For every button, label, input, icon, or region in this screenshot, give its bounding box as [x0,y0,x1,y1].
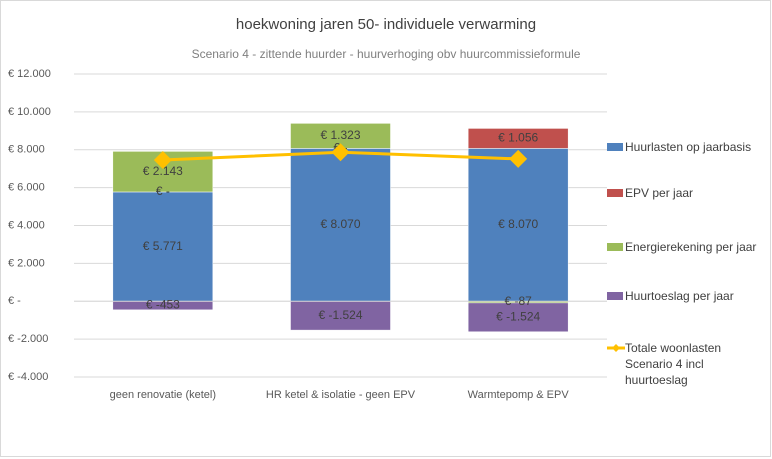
y-tick-label: € 10.000 [8,106,51,118]
y-tick-label: € -4.000 [8,371,48,383]
data-label: € -1.524 [496,309,540,323]
data-label: € -1.524 [318,308,362,322]
chart-subtitle: Scenario 4 - zittende huurder - huurverh… [192,47,581,61]
line-marker [509,149,528,168]
x-tick-label: geen renovatie (ketel) [110,389,216,401]
bar-segment [112,191,214,302]
legend-swatch [607,243,623,251]
data-label: € 8.070 [320,217,360,231]
bar-segment [467,302,569,333]
y-tick-label: € 6.000 [8,182,45,194]
legend-label: EPV per jaar [625,186,694,200]
legend-label: Totale woonlasten Scenario 4 incl huurto… [625,341,722,387]
legend-swatch [607,189,623,197]
data-label: € 1.056 [498,131,538,145]
legend-marker [612,344,620,352]
data-label: € 8.070 [498,217,538,231]
y-tick-label: € 12.000 [8,68,51,80]
y-tick-label: € -2.000 [8,333,48,345]
legend-label: Energierekening per jaar [625,240,757,254]
data-label: € -87 [504,294,532,308]
data-label: € 2.143 [143,164,183,178]
data-label: € -453 [146,298,180,312]
legend-label: Huurlasten op jaarbasis [625,140,752,154]
data-label: € 1.323 [320,128,360,142]
line-marker [153,150,172,169]
y-tick-label: € 2.000 [8,257,45,269]
x-tick-label: HR ketel & isolatie - geen EPV [266,389,416,401]
y-tick-label: € 4.000 [8,219,45,231]
y-tick-label: € 8.000 [8,144,45,156]
legend-swatch [607,292,623,300]
data-label: € 5.771 [143,239,183,253]
x-tick-label: Warmtepomp & EPV [468,389,570,401]
bar-segment [467,128,569,149]
chart-title: hoekwoning jaren 50- individuele verwarm… [236,16,536,33]
line-marker [331,143,350,162]
y-tick-label: € - [8,295,21,307]
legend-swatch [607,143,623,151]
bar-segment [290,301,391,331]
legend-label: Huurtoeslag per jaar [625,289,734,303]
data-label: € - [156,184,170,198]
